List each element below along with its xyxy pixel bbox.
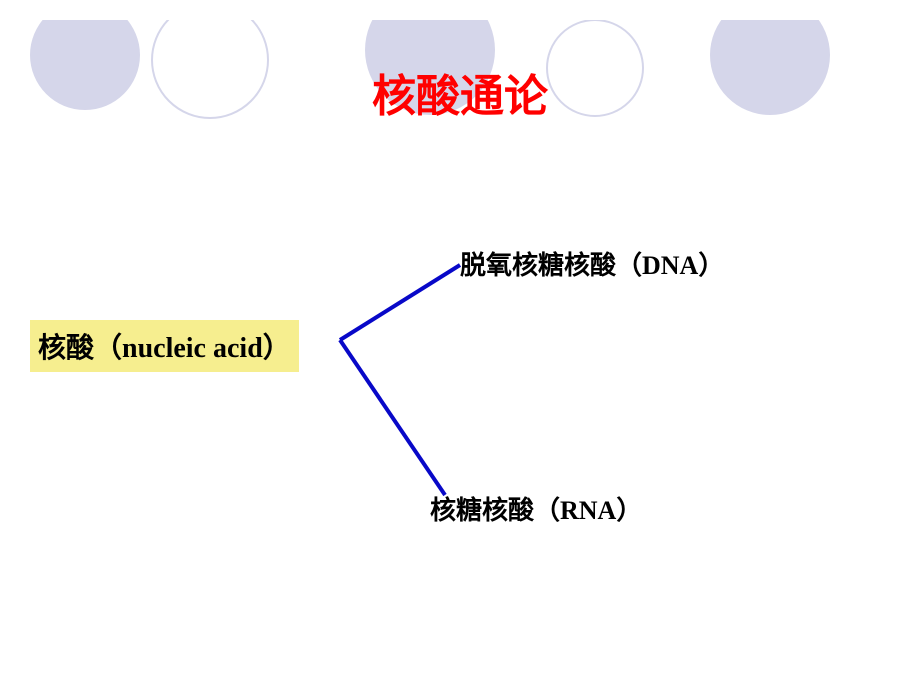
root-label: 核酸（nucleic acid） (38, 333, 291, 364)
child-label: 核糖核酸（RNA） (430, 496, 642, 525)
diagram-root-node: 核酸（nucleic acid） (30, 320, 299, 372)
title-text: 核酸通论 (372, 72, 548, 121)
diagram-child-dna: 脱氧核糖核酸（DNA） (460, 245, 724, 282)
child-label: 脱氧核糖核酸（DNA） (460, 251, 724, 280)
slide-title: 核酸通论 (0, 60, 920, 124)
diagram-child-rna: 核糖核酸（RNA） (430, 490, 642, 527)
